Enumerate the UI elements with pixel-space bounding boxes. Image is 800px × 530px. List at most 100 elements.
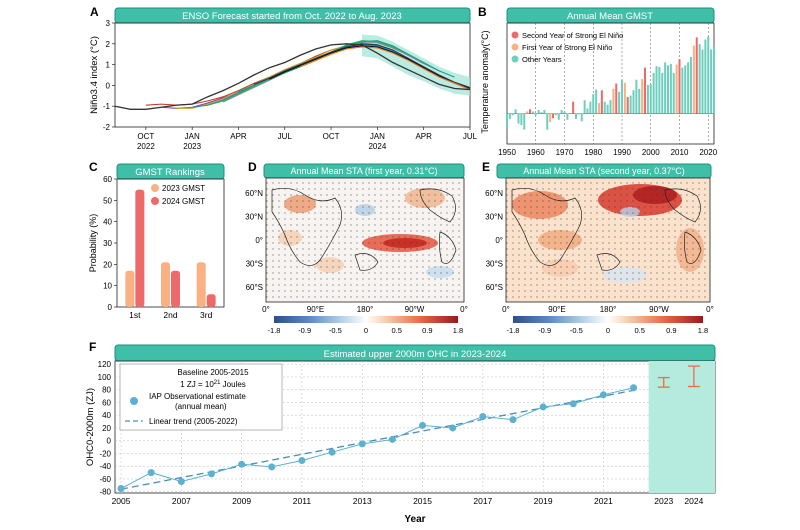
- a-ytick-label: 0: [106, 81, 111, 90]
- b-bar-1986: [609, 100, 612, 114]
- b-bar-1999: [646, 85, 649, 114]
- colorbar-tick-label: 0.5: [391, 326, 401, 335]
- b-bar-1987: [612, 88, 615, 114]
- c-bar-3rd-1: [206, 294, 216, 307]
- b-bar-1991: [623, 82, 626, 114]
- b-bar-2008: [672, 72, 675, 114]
- f-ytick-label: 0: [107, 437, 112, 446]
- f-ytick-label: 40: [102, 411, 111, 420]
- b-bar-1984: [603, 101, 606, 114]
- b-bar-2004: [661, 72, 664, 114]
- a-forecast-line-7: [253, 43, 471, 89]
- panel-label-d: D: [248, 160, 257, 174]
- b-bar-1964: [546, 113, 549, 130]
- f-observed-point-2014: [388, 435, 396, 443]
- colorbar-tick-label: -1.8: [268, 326, 281, 335]
- b-xtick-label: 1950: [498, 148, 516, 157]
- b-bar-1959: [531, 111, 534, 114]
- legend-label-trend: Linear trend (2005-2022): [149, 417, 238, 426]
- map-lon-label: 0°: [706, 305, 714, 314]
- f-xtick-label: 2015: [413, 496, 432, 506]
- panel-b-legend: Second Year of Strong El Niño First Year…: [511, 31, 623, 64]
- panel-label-b: B: [478, 5, 487, 19]
- c-ytick-label: 60: [103, 175, 112, 184]
- b-bar-1971: [566, 113, 569, 120]
- b-bar-2005: [664, 62, 667, 114]
- c-ytick-label: 40: [103, 218, 112, 227]
- b-bar-2007: [669, 63, 672, 114]
- map-lat-label: 30°S: [486, 260, 503, 269]
- panel-b-ylabel: Temperature anomaly(°C): [480, 30, 490, 133]
- b-bar-1973: [572, 101, 575, 114]
- map-lat-label: 0°: [255, 236, 263, 245]
- panel-label-a: A: [90, 5, 99, 19]
- f-ytick-label: -60: [99, 475, 111, 484]
- b-bar-1989: [618, 91, 621, 114]
- b-bar-1967: [554, 113, 557, 116]
- c-ytick-label: 30: [103, 239, 112, 248]
- b-bar-1969: [560, 109, 563, 114]
- a-xtick-year: 2024: [368, 142, 386, 151]
- c-category-label: 3rd: [200, 310, 213, 320]
- map-lon-label: 90°E: [307, 305, 324, 314]
- b-bar-2019: [704, 39, 707, 114]
- b-bar-1994: [632, 90, 635, 114]
- b-bar-2009: [675, 64, 678, 114]
- panel-f-series: [117, 361, 715, 493]
- b-bar-1977: [583, 100, 586, 114]
- legend-marker-2023: [151, 184, 159, 192]
- f-xtick-label: 2013: [353, 496, 372, 506]
- b-bar-1982: [597, 103, 601, 114]
- panel-c-legend: 2023 GMST 2024 GMST: [151, 184, 205, 206]
- map-lon-label: 0°: [262, 305, 270, 314]
- b-bar-1997: [641, 78, 644, 114]
- colorbar-tick-label: 0.5: [634, 326, 644, 335]
- b-xtick-label: 2010: [671, 148, 689, 157]
- f-xtick-label: 2005: [112, 496, 131, 506]
- panel-label-e: E: [482, 160, 490, 174]
- panel-d-map: [265, 177, 465, 303]
- a-xtick-label: JAN: [370, 132, 385, 141]
- b-xtick-label: 2020: [699, 148, 717, 157]
- f-ytick-label: -20: [99, 449, 111, 458]
- c-bar-1st-1: [135, 189, 145, 307]
- f-xtick-label: 2021: [594, 496, 613, 506]
- f-observed-point-2013: [358, 440, 366, 448]
- a-xtick-label: APR: [415, 132, 432, 141]
- f-xtick-label: 2019: [534, 496, 553, 506]
- f-observed-point-2012: [328, 448, 336, 456]
- a-xtick-year: 2022: [137, 142, 155, 151]
- f-ytick-label: 80: [102, 386, 111, 395]
- legend-label-second-year: Second Year of Strong El Niño: [522, 31, 623, 40]
- b-bar-1992: [626, 97, 629, 114]
- map-lon-label: 0°: [502, 305, 510, 314]
- colorbar-tick-label: 1.8: [698, 326, 708, 335]
- c-ytick-label: 0: [108, 303, 113, 312]
- b-bar-1954: [517, 113, 520, 124]
- b-bar-2016: [695, 37, 698, 114]
- panel-f-title: Estimated upper 2000m OHC in 2023-2024: [324, 349, 507, 360]
- panel-c-ticks: 0 10 20 30 40 50 60 1st 2nd 3rd: [103, 175, 212, 320]
- panel-d-map-frame: [265, 177, 465, 303]
- panel-f-legend: Baseline 2005-2015 1 ZJ = 1021 Joules IA…: [119, 363, 283, 431]
- colorbar-tick-label: 0: [364, 326, 368, 335]
- b-bar-1955: [520, 113, 523, 126]
- c-bar-3rd-0: [196, 262, 206, 307]
- panel-d-title: Annual Mean STA (first year, 0.31°C): [291, 166, 438, 176]
- colorbar-tick-label: 1.8: [453, 326, 463, 335]
- f-observed-point-2016: [449, 424, 457, 432]
- b-bar-1972: [569, 112, 572, 114]
- f-observed-point-2021: [599, 391, 607, 399]
- b-bar-1993: [629, 95, 632, 114]
- panel-f-legend-box: [119, 363, 283, 431]
- b-bar-2010: [678, 59, 681, 114]
- panel-a-ylabel: Niño3.4 index (°C): [89, 36, 100, 114]
- b-bar-1990: [620, 79, 624, 114]
- b-bar-1976: [580, 113, 583, 122]
- a-ytick-label: 3: [106, 19, 111, 28]
- b-bar-1983: [600, 90, 603, 114]
- b-bar-1985: [606, 104, 609, 114]
- legend-marker-iap: [130, 397, 138, 405]
- map-lat-label: 60°N: [245, 189, 263, 198]
- b-bar-1966: [551, 113, 555, 119]
